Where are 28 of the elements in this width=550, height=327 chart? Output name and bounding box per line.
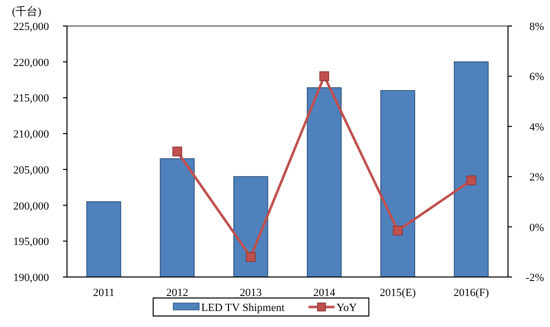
x-tick-label: 2016(F) xyxy=(454,287,490,299)
x-tick-label: 2013 xyxy=(240,287,262,299)
y2-tick-label: 6% xyxy=(529,71,544,84)
x-tick-label: 2014 xyxy=(313,287,336,299)
y-tick-label: 190,000 xyxy=(13,272,50,284)
y2-tick-label: 8% xyxy=(529,21,544,33)
legend-label: YoY xyxy=(336,302,357,314)
y2-tick-label: -2% xyxy=(526,272,544,284)
point xyxy=(392,226,403,236)
y2-tick-label: 2% xyxy=(529,172,544,184)
point xyxy=(466,175,476,186)
point xyxy=(172,146,182,156)
y-tick-label: 195,000 xyxy=(13,236,50,248)
y-tick-label: 210,000 xyxy=(13,128,50,141)
y-tick-label: 215,000 xyxy=(13,92,50,105)
x-tick-label: 2015(E) xyxy=(380,287,416,299)
x-tick-label: 2011 xyxy=(92,287,115,299)
y-axis-title: (千台) xyxy=(12,5,42,18)
legend-label: LED TV Shipment xyxy=(201,302,285,314)
y-tick-label: 200,000 xyxy=(13,200,50,212)
y-tick-label: 220,000 xyxy=(13,56,50,69)
y-tick-label: 225,000 xyxy=(13,21,50,33)
x-tick-label: 2012 xyxy=(166,287,188,299)
y2-tick-label: 0% xyxy=(529,222,544,234)
y2-tick-label: 4% xyxy=(529,121,544,134)
y-tick-label: 205,000 xyxy=(13,164,50,176)
point xyxy=(246,252,256,262)
point xyxy=(319,71,330,82)
